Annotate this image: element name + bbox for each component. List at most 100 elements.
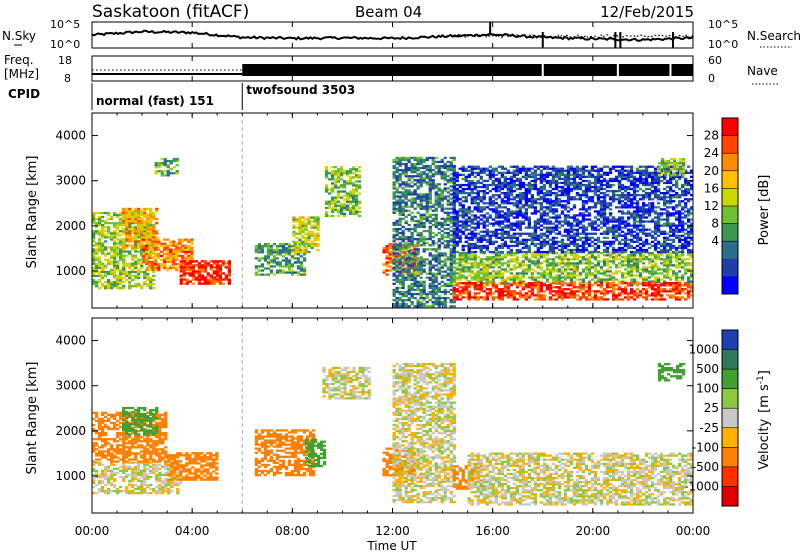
heatmap-cell bbox=[485, 240, 489, 243]
heatmap-cell bbox=[425, 296, 429, 300]
heatmap-cell bbox=[449, 252, 453, 255]
heatmap-cell bbox=[533, 200, 537, 203]
heatmap-cell bbox=[678, 292, 682, 295]
heatmap-cell bbox=[310, 246, 314, 250]
heatmap-cell bbox=[497, 298, 501, 301]
heatmap-cell bbox=[134, 285, 138, 288]
heatmap-cell bbox=[395, 280, 399, 283]
heatmap-cell bbox=[584, 266, 589, 269]
heatmap-cell bbox=[524, 226, 528, 229]
heatmap-cell bbox=[602, 270, 607, 273]
heatmap-cell bbox=[398, 158, 402, 162]
heatmap-cell bbox=[467, 236, 471, 239]
heatmap-cell bbox=[551, 290, 556, 293]
heatmap-cell bbox=[440, 296, 444, 300]
heatmap-cell bbox=[416, 193, 420, 196]
heatmap-cell bbox=[287, 263, 292, 266]
heatmap-cell bbox=[95, 258, 99, 261]
heatmap-cell bbox=[587, 298, 592, 301]
heatmap-cell bbox=[449, 250, 453, 253]
heatmap-cell bbox=[473, 282, 477, 285]
heatmap-cell bbox=[299, 269, 304, 272]
heatmap-cell bbox=[401, 171, 405, 174]
heatmap-cell bbox=[275, 269, 280, 272]
heatmap-cell bbox=[301, 250, 305, 254]
heatmap-cell bbox=[272, 259, 277, 262]
heatmap-cell bbox=[104, 246, 108, 249]
heatmap-cell bbox=[497, 244, 501, 248]
heatmap-cell bbox=[524, 214, 528, 217]
heatmap-cell bbox=[503, 282, 507, 285]
heatmap-cell bbox=[536, 294, 540, 297]
heatmap-cell bbox=[413, 191, 417, 194]
heatmap-cell bbox=[395, 274, 399, 277]
heatmap-cell bbox=[659, 290, 664, 293]
heatmap-cell bbox=[410, 244, 414, 247]
heatmap-cell bbox=[632, 294, 637, 297]
heatmap-cell bbox=[551, 226, 556, 229]
heatmap-cell bbox=[257, 273, 262, 276]
heatmap-cell bbox=[224, 278, 228, 281]
heatmap-cell bbox=[690, 290, 694, 293]
heatmap-cell bbox=[530, 196, 534, 199]
heatmap-cell bbox=[455, 284, 459, 287]
heatmap-cell bbox=[545, 190, 550, 193]
heatmap-cell bbox=[461, 183, 465, 187]
heatmap-cell bbox=[145, 262, 149, 266]
heatmap-cell bbox=[101, 228, 105, 231]
heatmap-cell bbox=[473, 214, 477, 217]
heatmap-cell bbox=[530, 173, 534, 176]
heatmap-cell bbox=[635, 280, 640, 283]
heatmap-cell bbox=[515, 274, 519, 277]
heatmap-cell bbox=[134, 254, 138, 257]
heatmap-cell bbox=[482, 236, 486, 239]
heatmap-cell bbox=[128, 222, 132, 225]
heatmap-cell bbox=[482, 214, 486, 217]
heatmap-cell bbox=[455, 222, 459, 225]
heatmap-cell bbox=[437, 272, 441, 275]
heatmap-cell bbox=[98, 224, 102, 227]
heatmap-cell bbox=[675, 274, 679, 277]
heatmap-cell bbox=[425, 158, 429, 162]
heatmap-cell bbox=[212, 280, 216, 283]
heatmap-cell bbox=[464, 244, 468, 248]
heatmap-cell bbox=[554, 204, 559, 207]
heatmap-cell bbox=[95, 211, 99, 215]
heatmap-cell bbox=[425, 272, 429, 275]
heatmap-cell bbox=[437, 294, 441, 298]
heatmap-cell bbox=[506, 214, 510, 217]
heatmap-cell bbox=[407, 268, 411, 271]
heatmap-cell bbox=[434, 292, 438, 296]
heatmap-cell bbox=[533, 198, 537, 201]
heatmap-cell bbox=[437, 286, 441, 290]
heatmap-cell bbox=[479, 268, 483, 271]
heatmap-cell bbox=[407, 266, 411, 269]
heatmap-cell bbox=[461, 254, 465, 257]
heatmap-cell bbox=[146, 230, 150, 233]
heatmap-cell bbox=[656, 254, 661, 257]
heatmap-cell bbox=[275, 261, 280, 264]
heatmap-cell bbox=[293, 271, 298, 274]
heatmap-cell bbox=[515, 173, 519, 176]
heatmap-cell bbox=[437, 195, 441, 198]
heatmap-cell bbox=[572, 274, 577, 277]
heatmap-cell bbox=[154, 252, 158, 255]
heatmap-cell bbox=[113, 274, 117, 278]
heatmap-cell bbox=[292, 250, 296, 254]
heatmap-cell bbox=[536, 250, 540, 254]
heatmap-cell bbox=[482, 298, 486, 301]
heatmap-cell bbox=[392, 234, 396, 237]
heatmap-cell bbox=[413, 258, 417, 261]
heatmap-cell bbox=[584, 268, 589, 271]
heatmap-cell bbox=[140, 220, 144, 223]
heatmap-cell bbox=[464, 208, 468, 211]
heatmap-cell bbox=[557, 226, 562, 229]
heatmap-cell bbox=[515, 240, 519, 243]
heatmap-cell bbox=[560, 173, 565, 176]
heatmap-cell bbox=[536, 258, 540, 261]
heatmap-cell bbox=[464, 175, 468, 178]
heatmap-cell bbox=[284, 261, 289, 264]
heatmap-cell bbox=[354, 184, 359, 187]
heatmap-cell bbox=[107, 262, 111, 265]
heatmap-cell bbox=[187, 256, 191, 260]
